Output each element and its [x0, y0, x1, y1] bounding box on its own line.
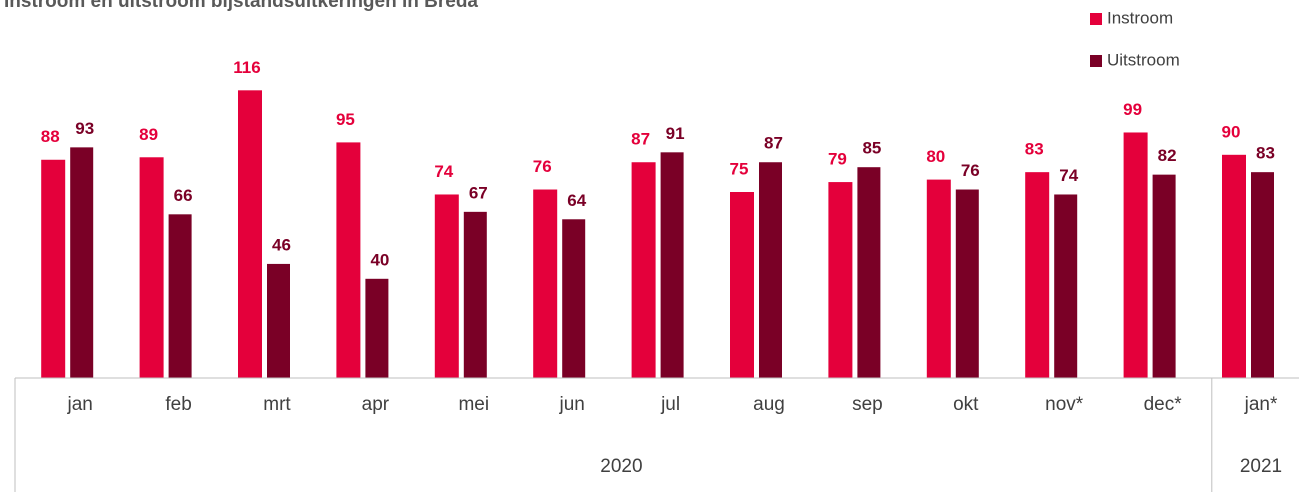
legend-label: Uitstroom	[1107, 50, 1180, 69]
bar	[1054, 194, 1078, 378]
data-label: 75	[730, 159, 749, 178]
data-label: 116	[233, 58, 260, 77]
bar	[41, 159, 66, 378]
legend-swatch	[1090, 55, 1102, 67]
data-label: 80	[926, 147, 945, 166]
bar	[730, 192, 754, 378]
bar	[828, 182, 853, 378]
x-tick-label: mei	[458, 394, 489, 415]
data-label: 83	[1256, 144, 1275, 163]
data-label: 66	[174, 186, 193, 205]
data-label: 85	[862, 139, 881, 158]
chart-title: Instroom en uitstroom bijstandsuitkering…	[4, 0, 478, 12]
data-label: 46	[272, 235, 291, 254]
x-tick-label: aug	[753, 394, 785, 415]
data-label: 89	[139, 125, 158, 144]
bar	[463, 211, 487, 378]
x-tick-label: jul	[660, 394, 680, 415]
bar	[336, 142, 361, 378]
bar	[759, 162, 782, 378]
data-label: 74	[434, 162, 453, 181]
data-label: 90	[1222, 122, 1241, 141]
data-label: 91	[666, 124, 685, 143]
x-tick-label: feb	[165, 394, 191, 415]
data-label: 64	[567, 191, 586, 210]
x-tick-label: nov*	[1045, 394, 1084, 415]
data-label: 87	[764, 134, 783, 153]
data-label: 74	[1059, 166, 1078, 185]
legend-swatch	[1090, 13, 1102, 25]
data-label: 93	[75, 119, 94, 138]
data-label: 40	[370, 250, 389, 269]
data-label: 95	[336, 110, 355, 129]
bar	[857, 167, 881, 378]
data-label: 79	[828, 150, 847, 169]
legend-label: Instroom	[1107, 8, 1173, 27]
group-label: 2021	[1240, 456, 1282, 477]
x-tick-label: mrt	[263, 394, 291, 415]
bar	[926, 179, 951, 378]
bar	[1251, 172, 1274, 378]
data-label: 87	[631, 130, 650, 149]
bar	[70, 147, 94, 378]
bar	[1025, 172, 1050, 378]
x-tick-label: okt	[953, 394, 979, 415]
bar	[955, 189, 979, 378]
bar	[533, 189, 558, 378]
bar	[168, 214, 192, 378]
bar	[1222, 154, 1246, 378]
data-label: 99	[1123, 100, 1142, 119]
data-label: 88	[41, 127, 60, 146]
bar	[562, 219, 586, 378]
x-tick-label: sep	[852, 394, 883, 415]
bar	[267, 263, 290, 378]
bar	[1123, 132, 1148, 378]
bar	[139, 157, 164, 378]
group-label: 2020	[600, 456, 642, 477]
data-label: 83	[1025, 140, 1044, 159]
x-tick-label: jan*	[1244, 394, 1278, 415]
bar	[434, 194, 459, 378]
x-tick-label: apr	[362, 394, 390, 415]
data-label: 67	[469, 183, 488, 202]
x-tick-label: jan	[67, 394, 93, 415]
x-tick-label: dec*	[1144, 394, 1183, 415]
data-label: 82	[1158, 146, 1177, 165]
bar	[1152, 174, 1176, 378]
bar	[631, 162, 656, 378]
x-tick-label: jun	[559, 394, 585, 415]
bar	[238, 90, 262, 378]
data-label: 76	[961, 161, 980, 180]
bar	[660, 152, 684, 378]
bar	[365, 278, 389, 378]
data-label: 76	[533, 157, 552, 176]
